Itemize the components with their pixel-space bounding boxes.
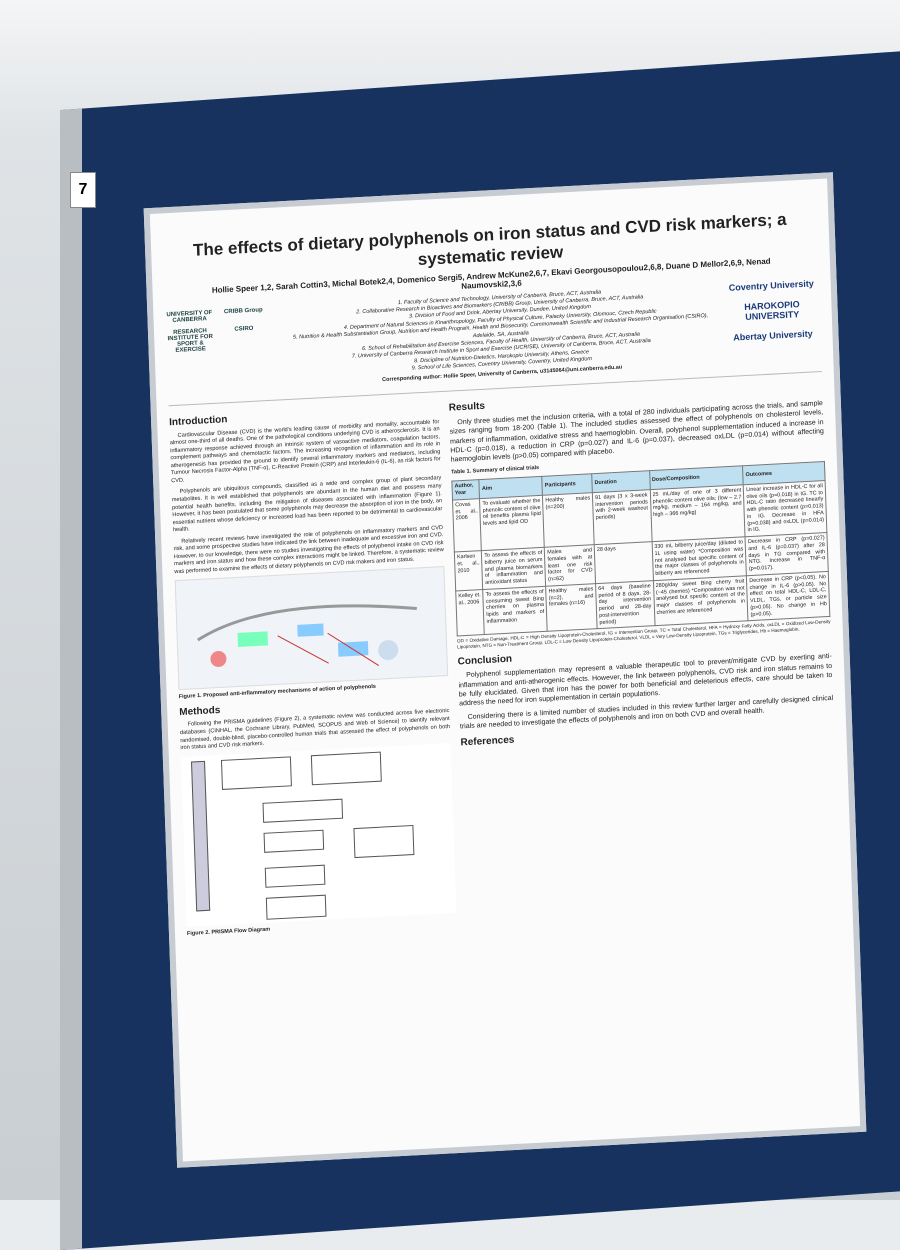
- shape: [263, 829, 325, 853]
- logo: HAROKOPIO UNIVERSITY: [744, 298, 800, 322]
- table-body: Covas et. al., 2006 To evaluate whether t…: [452, 480, 830, 637]
- shape: [210, 651, 227, 668]
- intro-text: Cardiovascular Disease (CVD) is the worl…: [170, 419, 445, 577]
- left-column: Introduction Cardiovascular Disease (CVD…: [169, 398, 457, 942]
- shape: [310, 751, 382, 785]
- figure-1: [174, 566, 449, 691]
- table-cell: 64 days (baseline period of 8 days, 28-d…: [595, 580, 655, 629]
- figure-1-drawing: [196, 604, 417, 668]
- shape: [264, 864, 326, 888]
- arrow: [277, 633, 380, 667]
- shape: [353, 824, 415, 858]
- logo: RESEARCH INSTITUTE FOR SPORT & EXERCISE: [167, 327, 213, 354]
- membrane: [196, 604, 417, 642]
- logo: CRIBB Group: [223, 306, 263, 315]
- shape: [262, 798, 344, 823]
- table-cell: 28 days: [594, 541, 654, 584]
- table-cell: Males and females with at least one risk…: [544, 544, 596, 587]
- column-header: Author, Year: [451, 479, 480, 500]
- table-cell: 330 mL bilberry juice/day (diluted to 1L…: [651, 536, 747, 581]
- table-cell: Healthy males (n=2), and females (n=16): [545, 583, 598, 632]
- table-cell: Decrease in CRP (p=0.027) and IL-6 (p=0.…: [745, 532, 829, 576]
- shape: [297, 623, 324, 638]
- logo: CSIRO: [234, 325, 254, 333]
- paragraph: Cardiovascular Disease (CVD) is the worl…: [169, 418, 441, 485]
- shape: [265, 894, 327, 920]
- logos-right: Coventry University HAROKOPIO UNIVERSITY A…: [724, 278, 822, 367]
- shape: [237, 631, 269, 648]
- logo: Coventry University: [728, 277, 814, 293]
- shape: [190, 760, 211, 912]
- logos-left: UNIVERSITY OF CANBERRA CRIBB Group RESEARC…: [165, 306, 278, 395]
- table-cell: 91 days (3 x 3-week intervention periods…: [592, 489, 652, 545]
- table-cell: 280g/day sweet Bing cherry fruit (~45 ch…: [653, 575, 749, 626]
- table-cell: To assess the effects of bilberry juice …: [481, 547, 546, 590]
- table-cell: Covas et. al., 2006: [452, 498, 482, 553]
- table-cell: 25 mL/day of one of 3 different phenolic…: [649, 484, 746, 542]
- table-cell: To assess the effects of consuming sweet…: [482, 586, 548, 635]
- table-cell: Kelley et. al., 2006: [455, 589, 485, 637]
- table-cell: Karlsen et. al., 2010: [454, 550, 483, 591]
- table: Author, Year Aim Participants Duration Dose/…: [451, 461, 830, 637]
- logo: Abertay University: [733, 327, 813, 343]
- figure-2: [180, 742, 457, 927]
- right-column: Results Only three studies met the inclu…: [448, 378, 840, 927]
- table-cell: To evaluate whether the phenolic content…: [479, 495, 545, 551]
- table-cell: Healthy males (n=200): [542, 492, 595, 548]
- shape: [378, 640, 399, 661]
- shape: [220, 755, 292, 790]
- affiliations: 1. Faculty of Science and Technology, Un…: [283, 283, 718, 389]
- poster: The effects of dietary polyphenols on ir…: [143, 172, 867, 1168]
- board-number: 7: [70, 172, 96, 208]
- logo: UNIVERSITY OF CANBERRA: [166, 309, 213, 324]
- table-cell: Decrease in CRP (p<0.05). No change in I…: [746, 571, 830, 621]
- columns: Introduction Cardiovascular Disease (CVD…: [168, 371, 841, 942]
- table-cell: Linear increase in HDL-C for all olive o…: [743, 480, 827, 537]
